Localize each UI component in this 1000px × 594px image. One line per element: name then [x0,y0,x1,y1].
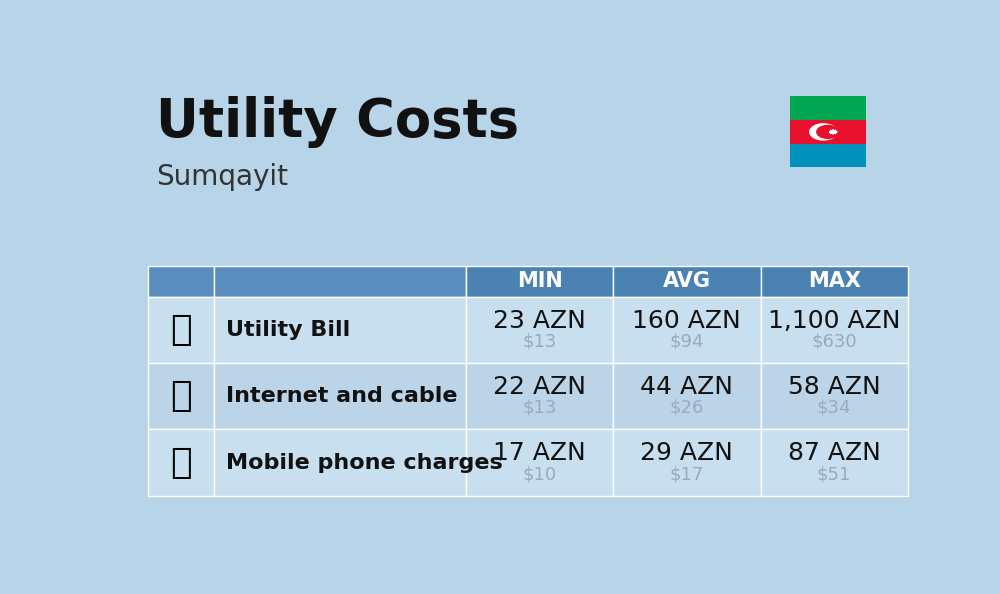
Text: $94: $94 [670,333,704,350]
Text: 22 AZN: 22 AZN [493,375,586,399]
Text: $10: $10 [523,465,557,483]
FancyBboxPatch shape [761,266,908,297]
Text: $51: $51 [817,465,851,483]
FancyBboxPatch shape [466,429,613,496]
FancyBboxPatch shape [148,266,214,297]
Circle shape [810,124,837,140]
Polygon shape [829,129,837,134]
Text: 23 AZN: 23 AZN [493,309,586,333]
FancyBboxPatch shape [466,297,613,363]
Text: MIN: MIN [517,271,562,291]
Text: Utility Bill: Utility Bill [226,320,350,340]
Text: Mobile phone charges: Mobile phone charges [226,453,503,473]
Text: Sumqayit: Sumqayit [156,163,288,191]
Text: 87 AZN: 87 AZN [788,441,881,466]
FancyBboxPatch shape [214,266,466,297]
Text: AVG: AVG [663,271,711,291]
Text: 📶: 📶 [170,379,192,413]
FancyBboxPatch shape [790,144,866,168]
FancyBboxPatch shape [790,120,866,144]
Text: Internet and cable: Internet and cable [226,386,457,406]
FancyBboxPatch shape [790,96,866,120]
FancyBboxPatch shape [148,363,214,429]
FancyBboxPatch shape [761,297,908,363]
FancyBboxPatch shape [148,297,214,363]
Text: $630: $630 [811,333,857,350]
FancyBboxPatch shape [761,363,908,429]
FancyBboxPatch shape [613,266,761,297]
FancyBboxPatch shape [466,363,613,429]
Text: 58 AZN: 58 AZN [788,375,881,399]
Text: $13: $13 [522,399,557,416]
Text: 44 AZN: 44 AZN [640,375,733,399]
FancyBboxPatch shape [761,429,908,496]
Text: 🔌: 🔌 [170,313,192,347]
FancyBboxPatch shape [613,363,761,429]
Circle shape [817,125,839,138]
Text: MAX: MAX [808,271,861,291]
Text: Utility Costs: Utility Costs [156,96,519,148]
Text: $26: $26 [670,399,704,416]
Text: 160 AZN: 160 AZN [633,309,741,333]
Text: 📱: 📱 [170,446,192,479]
Text: $13: $13 [522,333,557,350]
FancyBboxPatch shape [214,429,466,496]
Text: $17: $17 [670,465,704,483]
FancyBboxPatch shape [613,297,761,363]
FancyBboxPatch shape [613,429,761,496]
FancyBboxPatch shape [214,297,466,363]
Text: 1,100 AZN: 1,100 AZN [768,309,900,333]
Text: $34: $34 [817,399,851,416]
FancyBboxPatch shape [466,266,613,297]
Text: 29 AZN: 29 AZN [640,441,733,466]
Text: 17 AZN: 17 AZN [493,441,586,466]
FancyBboxPatch shape [214,363,466,429]
FancyBboxPatch shape [148,429,214,496]
